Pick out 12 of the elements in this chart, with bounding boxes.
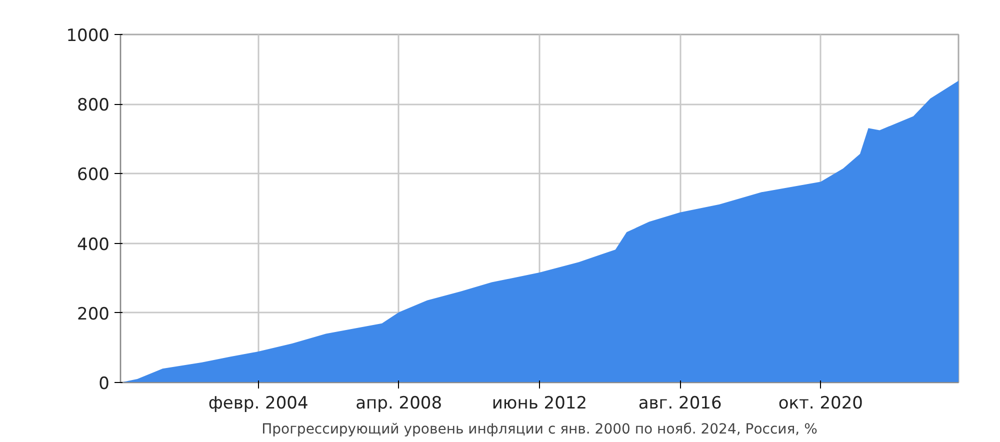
y-tick-label: 600: [77, 165, 110, 186]
x-tick-label: авг. 2016: [638, 394, 722, 414]
y-tick-label: 1000: [66, 26, 110, 46]
x-axis-title: Прогрессирующий уровень инфляции с янв. 2000 по нояб. 2024, Россия, %: [262, 422, 818, 438]
x-tick-label: окт. 2020: [778, 394, 863, 414]
x-tick-label: февр. 2004: [208, 394, 308, 414]
y-tick-label: 800: [77, 96, 110, 116]
y-tick-label: 200: [77, 304, 110, 324]
x-tick-label: апр. 2008: [356, 394, 442, 414]
x-tick-label: июнь 2012: [492, 394, 588, 414]
y-tick-label: 400: [77, 234, 110, 255]
y-tick-label: 0: [98, 374, 110, 394]
